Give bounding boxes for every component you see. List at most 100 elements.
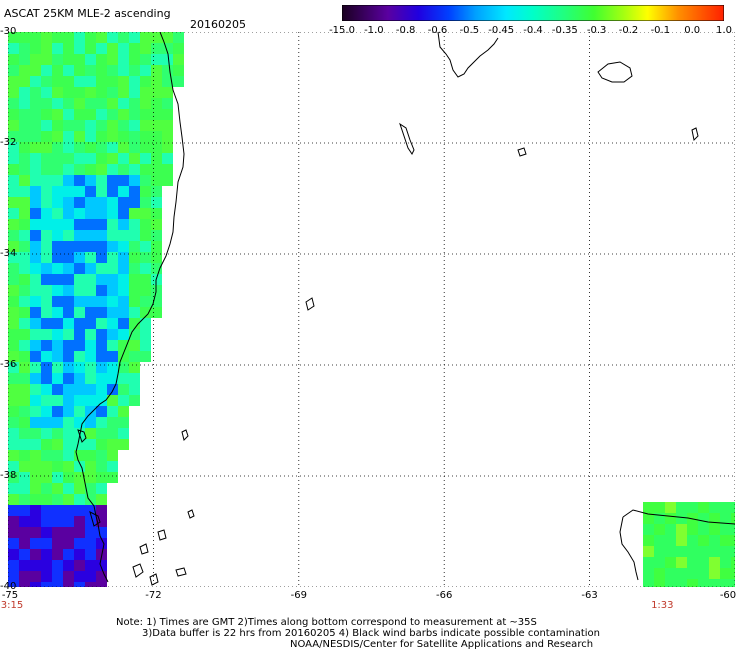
swath-cell [41,274,52,285]
swath-cell [30,538,41,549]
swath-cell [41,527,52,538]
swath-cell [118,274,129,285]
swath-cell [118,208,129,219]
swath-cell [74,439,85,450]
swath-cell [74,406,85,417]
y-tick-label: -30 [0,26,17,37]
swath-cell [731,513,735,524]
swath-cell [140,307,151,318]
swath-cell [74,582,85,587]
swath-cell [74,351,85,362]
swath-cell [129,274,140,285]
swath-cell [19,153,30,164]
swath-cell [151,120,162,131]
swath-cell [85,340,96,351]
swath-cell [118,428,129,439]
swath-cell [720,502,731,513]
swath-cell [129,87,140,98]
swath-cell [52,164,63,175]
swath-cell [74,164,85,175]
swath-cell [52,186,63,197]
swath-cell [30,428,41,439]
swath-cell [118,65,129,76]
swath-cell [665,535,676,546]
swath-cell [173,43,184,54]
swath-cell [30,263,41,274]
swath-cell [8,109,19,120]
colorbar-tick-label: -15.0 [329,25,355,36]
swath-cell [74,98,85,109]
swath-cell [30,65,41,76]
swath-cell [8,527,19,538]
swath-cell [19,582,30,587]
swath-cell [151,76,162,87]
swath-cell [19,318,30,329]
swath-cell [85,109,96,120]
x-tick-label: -63 [581,590,598,601]
swath-cell [30,362,41,373]
swath-cell [129,208,140,219]
swath-cell [63,153,74,164]
swath-cell [173,32,184,43]
swath-cell [52,32,63,43]
swath-cell [140,318,151,329]
swath-cell [74,538,85,549]
swath-cell [129,230,140,241]
swath-cell [63,571,74,582]
swath-cell [52,54,63,65]
swath-cell [129,285,140,296]
swath-cell [52,131,63,142]
swath-cell [19,362,30,373]
swath-cell [151,296,162,307]
swath-cell [643,546,654,557]
swath-cell [129,340,140,351]
swath-cell [96,219,107,230]
swath-cell [129,384,140,395]
swath-cell [30,571,41,582]
swath-cell [140,87,151,98]
swath-cell [41,395,52,406]
swath-cell [74,142,85,153]
swath-cell [107,76,118,87]
swath-cell [85,153,96,164]
swath-cell [118,362,129,373]
swath-cell [687,524,698,535]
swath-cell [118,406,129,417]
swath-cell [151,263,162,274]
swath-cell [30,549,41,560]
swath-cell [74,494,85,505]
swath-cell [41,263,52,274]
swath-cell [74,296,85,307]
swath-cell [151,109,162,120]
swath-cell [118,307,129,318]
swath-cell [676,579,687,587]
swath-cell [129,175,140,186]
swath-cell [118,197,129,208]
swath-cell [41,296,52,307]
swath-cell [129,164,140,175]
swath-cell [19,241,30,252]
swath-cell [8,241,19,252]
swath-cell [96,296,107,307]
swath-cell [63,285,74,296]
swath-cell [85,98,96,109]
swath-cell [41,450,52,461]
swath-cell [96,340,107,351]
swath-cell [118,164,129,175]
swath-cell [19,516,30,527]
swath-cell [151,175,162,186]
swath-cell [151,186,162,197]
x-tick-label: -66 [436,590,453,601]
swath-cell [96,230,107,241]
swath-cell [676,502,687,513]
swath-cell [19,450,30,461]
swath-cell [30,505,41,516]
product-date: 20160205 [190,18,246,31]
swath-cell [129,153,140,164]
swath-cell [63,208,74,219]
swath-cell [41,142,52,153]
swath-cell [30,461,41,472]
swath-cell [63,32,74,43]
swath-cell [52,527,63,538]
swath-cell [41,318,52,329]
